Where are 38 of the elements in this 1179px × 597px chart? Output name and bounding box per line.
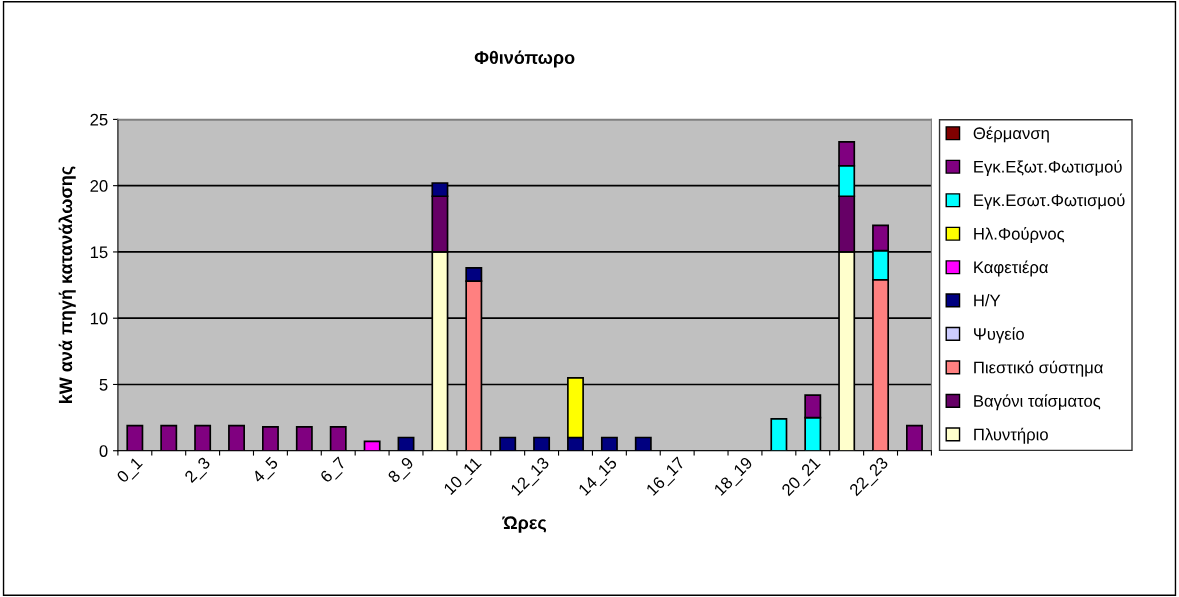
x-tick-label: 4_5 xyxy=(251,456,281,486)
y-tick-label: 0 xyxy=(99,445,108,457)
bar xyxy=(295,426,313,451)
chart-title: Φθινόπωρο xyxy=(474,50,575,68)
x-tick-label: 0_1 xyxy=(115,456,146,486)
y-axis-title: kW ανά πηγή κατανάλωσης xyxy=(58,166,76,404)
legend-label: Θέρμανση xyxy=(973,126,1049,143)
bar xyxy=(329,426,347,451)
legend-label: Πιεστικό σύστημα xyxy=(974,360,1103,377)
bar xyxy=(261,426,279,451)
bar xyxy=(770,418,788,451)
bar xyxy=(600,436,618,451)
bar xyxy=(533,436,551,451)
legend-label: Πλυντήριο xyxy=(974,427,1048,444)
legend-label: Καφετιέρα xyxy=(974,260,1049,277)
bar xyxy=(228,424,245,451)
x-tick-label: 8_9 xyxy=(387,456,417,486)
y-tick-label: 20 xyxy=(90,180,108,192)
bar xyxy=(160,424,178,451)
bar xyxy=(363,440,381,451)
y-tick-label: 10 xyxy=(90,312,108,325)
y-tick-label: 25 xyxy=(90,113,108,126)
bar xyxy=(499,436,517,451)
legend-label: Εγκ.Εξωτ.Φωτισμού xyxy=(974,159,1122,176)
legend-label: Ηλ.Φούρνος xyxy=(974,226,1065,243)
legend-label: Ψυγείο xyxy=(974,327,1024,344)
x-tick-label: 2_3 xyxy=(183,456,214,486)
bar xyxy=(906,424,923,451)
legend-label: Η/Υ xyxy=(974,294,1001,307)
bar xyxy=(634,436,652,451)
x-tick-label: 6_7 xyxy=(319,456,349,486)
bar xyxy=(126,424,144,451)
legend-label: Εγκ.Εσωτ.Φωτισμού xyxy=(974,193,1125,210)
legend-label: Βαγόνι ταίσματος xyxy=(974,394,1101,411)
y-tick-label: 5 xyxy=(99,379,108,391)
x-axis-title: Ώρες xyxy=(502,516,547,533)
bar xyxy=(194,424,212,451)
y-tick-label: 15 xyxy=(90,246,108,259)
